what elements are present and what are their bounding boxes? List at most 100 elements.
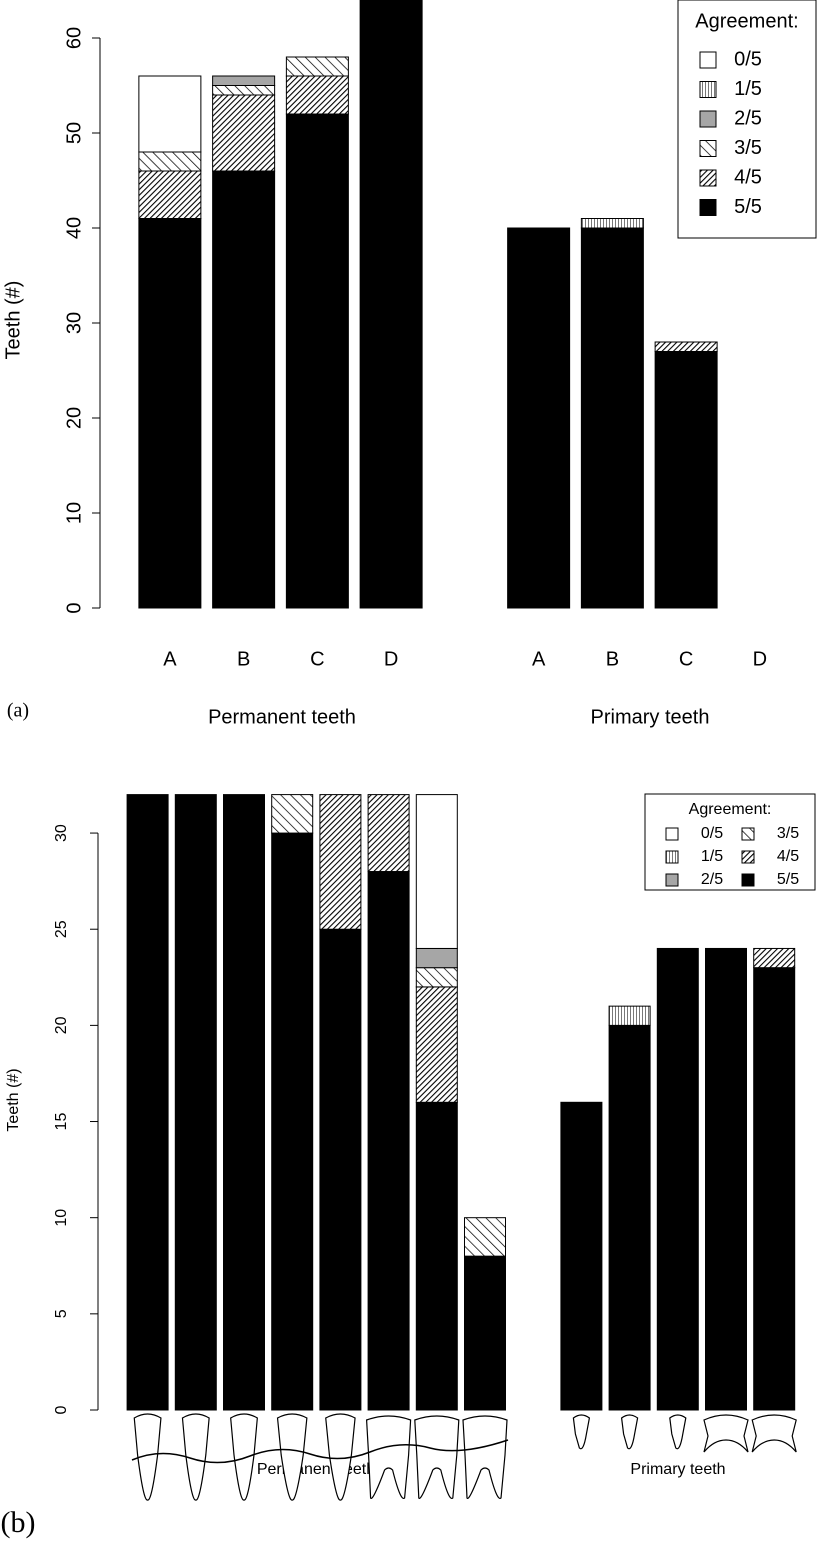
legend-swatch	[741, 873, 755, 887]
bar-segment	[656, 947, 699, 1411]
tooth-icon	[751, 1414, 797, 1453]
bar-segment	[271, 832, 314, 1411]
tooth-icon	[620, 1414, 639, 1450]
bar-segment	[415, 967, 458, 988]
tooth-icon	[276, 1413, 308, 1501]
bar-segment	[464, 1217, 506, 1257]
gum-line	[131, 1439, 509, 1464]
bar-segment	[580, 218, 644, 229]
y-tick-label: 10	[63, 502, 85, 524]
y-tick-label: 30	[53, 824, 70, 842]
bar-segment	[319, 928, 362, 1411]
legend-label: 0/5	[701, 825, 723, 842]
bar-segment	[415, 947, 458, 969]
legend-label: 2/5	[701, 871, 723, 888]
y-axis-label: Teeth (#)	[2, 281, 24, 360]
x-tick-label: D	[384, 648, 398, 670]
bar-segment	[415, 1101, 458, 1411]
legend-label: 0/5	[734, 48, 762, 70]
y-tick-label: 40	[63, 217, 85, 239]
legend-swatch	[741, 827, 755, 841]
bar-segment	[415, 986, 458, 1103]
bar-segment	[138, 75, 202, 153]
tooth-icon	[572, 1414, 591, 1450]
panel-label: (a)	[7, 700, 29, 722]
bar-segment	[285, 56, 349, 77]
y-tick-label: 10	[53, 1209, 70, 1227]
bar-segment	[367, 871, 410, 1411]
bar-segment	[654, 351, 718, 609]
legend-swatch	[665, 850, 679, 864]
x-tick-label: A	[532, 648, 546, 670]
tooth-icon	[133, 1413, 162, 1501]
bar-segment	[367, 794, 410, 873]
x-tick-label: D	[753, 648, 767, 670]
bar-segment	[174, 794, 217, 1411]
x-tick-label: B	[237, 648, 250, 670]
legend-label: 4/5	[734, 166, 762, 188]
legend-label: 1/5	[701, 848, 723, 865]
y-tick-label: 20	[53, 1016, 70, 1034]
legend-swatch	[699, 199, 717, 216]
bar-segment	[223, 794, 265, 1411]
bar-segment	[126, 794, 169, 1411]
bar-segment	[705, 947, 747, 1411]
bar-segment	[507, 227, 571, 609]
y-tick-label: 15	[53, 1113, 70, 1131]
bar-segment	[138, 151, 202, 172]
legend-label: 5/5	[734, 196, 762, 218]
legend-swatch	[665, 873, 679, 887]
y-tick-label: 0	[53, 1405, 70, 1414]
chart-panel: 0 5 10 15 20 25 30 Teeth (#) Permanent teeth Prim…	[1, 793, 816, 1539]
group-label: Permanent teeth	[208, 706, 356, 728]
bar-segment	[212, 94, 276, 172]
legend-label: 2/5	[734, 107, 762, 129]
tooth-icon	[462, 1415, 508, 1500]
bar-segment	[560, 1101, 603, 1411]
x-tick-label: C	[679, 648, 693, 670]
legend-swatch	[665, 827, 679, 841]
legend-label: 3/5	[777, 825, 799, 842]
y-tick-label: 60	[63, 27, 85, 49]
legend-swatch	[699, 169, 717, 187]
legend-swatch	[699, 81, 717, 98]
legend-title: Agreement:	[689, 801, 772, 818]
bar-segment	[415, 794, 458, 949]
bar-segment	[285, 75, 349, 115]
legend-label: 4/5	[777, 848, 799, 865]
tooth-icon	[414, 1415, 460, 1500]
bar-segment	[212, 170, 276, 609]
tooth-icon	[325, 1413, 356, 1501]
bar-segment	[319, 794, 362, 930]
bar-segment	[138, 218, 202, 609]
legend-title: Agreement:	[695, 10, 798, 32]
legend-label: 5/5	[777, 871, 799, 888]
legend-swatch	[699, 140, 717, 157]
legend-label: 1/5	[734, 78, 762, 100]
tooth-icon	[669, 1414, 687, 1450]
bar-segment	[212, 85, 276, 96]
y-tick-label: 5	[53, 1309, 70, 1318]
x-tick-label: C	[310, 648, 324, 670]
y-tick-label: 20	[63, 407, 85, 429]
legend-label: 3/5	[734, 137, 762, 159]
bar-segment	[608, 1005, 651, 1026]
bar-segment	[138, 170, 202, 219]
y-tick-label: 30	[63, 312, 85, 334]
legend-swatch	[699, 51, 717, 69]
bar-segment	[359, 0, 423, 609]
x-tick-label: B	[606, 648, 619, 670]
group-label: Primary teeth	[591, 706, 710, 728]
group-label: Permanent teeth	[257, 1461, 375, 1478]
group-label: Primary teeth	[630, 1461, 725, 1478]
chart-panel: 0 10 20 30 40 50 60 Teeth (#) A B C D A B C D Permanent …	[2, 0, 817, 728]
y-axis-label: Teeth (#)	[5, 1068, 22, 1131]
bar-segment	[753, 947, 796, 969]
x-tick-label: A	[163, 648, 177, 670]
bar-segment	[464, 1255, 506, 1411]
y-tick-label: 0	[63, 602, 85, 613]
bar-segment	[285, 113, 349, 609]
y-tick-label: 25	[53, 920, 70, 938]
